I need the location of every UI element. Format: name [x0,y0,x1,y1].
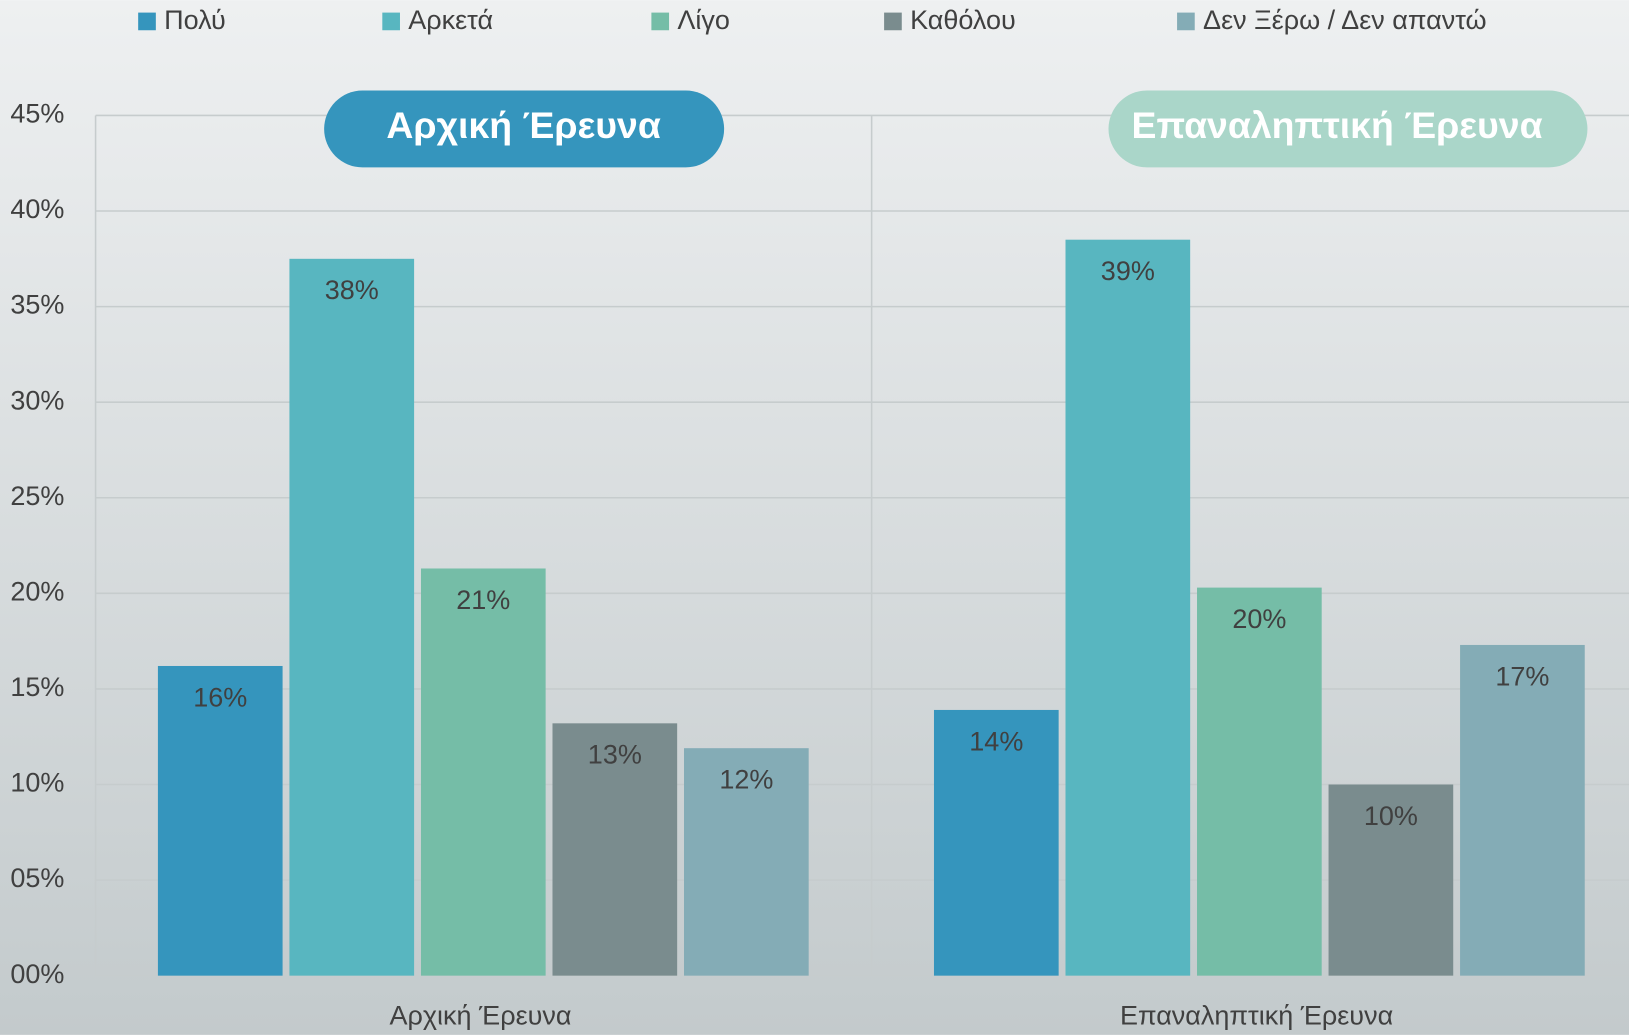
bar [1328,784,1454,976]
y-tick-label: 30% [10,385,64,415]
y-tick-label: 40% [10,194,64,224]
y-tick-label: 20% [10,576,64,606]
y-tick-label: 10% [10,768,64,798]
legend-label: Καθόλου [910,5,1016,35]
badge [1108,90,1588,168]
bar [684,748,809,976]
data-label: 17% [1495,661,1549,691]
bar [157,665,283,976]
legend-swatch [651,12,670,31]
x-tick-label: Επαναληπτική Έρευνα [1120,1000,1393,1030]
data-label: 21% [456,585,510,615]
data-label: 38% [325,275,379,305]
legend-swatch [884,12,902,31]
legend-swatch [138,12,156,31]
legend-label: Πολύ [164,5,226,35]
legend-swatch [382,12,400,31]
y-tick-label: 00% [10,959,64,989]
data-label: 20% [1232,604,1286,634]
legend-label: Λίγο [677,5,730,35]
bar [1197,587,1322,976]
y-tick-label: 35% [10,290,64,320]
bar [420,568,546,976]
bar [1460,644,1585,976]
badge-label: Αρχική Έρευνα [386,104,660,146]
y-tick-label: 25% [10,481,64,511]
data-label: 16% [193,682,247,712]
y-tick-label: 45% [10,99,64,129]
data-label: 39% [1101,256,1155,286]
y-tick-label: 05% [10,863,64,893]
y-tick-label: 15% [10,672,64,702]
data-label: 12% [719,765,773,795]
legend-label: Δεν Ξέρω / Δεν απαντώ [1203,5,1487,35]
bar [933,709,1059,976]
legend-swatch [1177,12,1195,31]
data-label: 14% [969,726,1023,756]
x-tick-label: Αρχική Έρευνα [390,1000,572,1030]
data-label: 13% [588,740,642,770]
legend-label: Αρκετά [408,5,493,35]
bar [552,723,678,976]
badge [324,90,725,168]
data-label: 10% [1364,801,1418,831]
badge-label: Επαναληπτική Έρευνα [1132,104,1543,146]
bar [289,258,415,976]
bar [1065,239,1191,976]
